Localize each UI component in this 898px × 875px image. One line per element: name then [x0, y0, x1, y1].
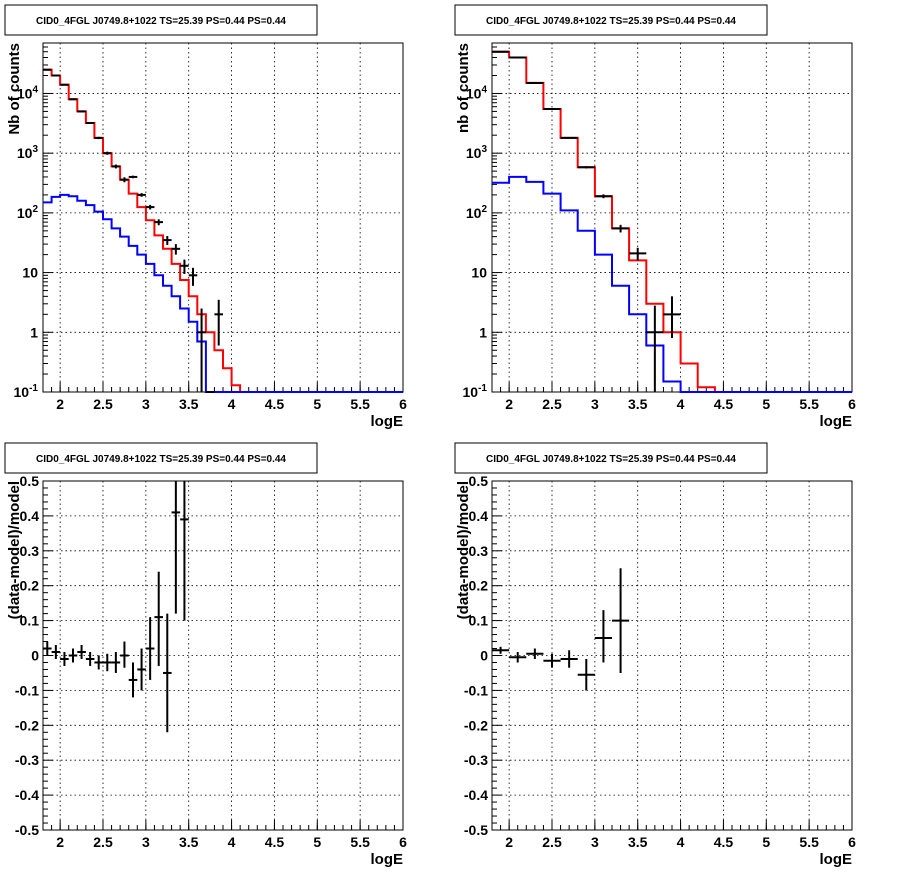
x-tick-label: 5 [762, 396, 770, 412]
y-tick-label: 1 [30, 324, 38, 340]
y-tick-label: 10 [471, 265, 487, 281]
y-tick-label: 0.3 [20, 543, 40, 559]
chart-panel-2: CID0_4FGL J0749.8+1022 TS=25.39 PS=0.44 … [454, 4, 856, 430]
x-tick-label: 2.5 [93, 396, 113, 412]
x-tick-label: 2 [505, 834, 513, 850]
y-axis-label: (data-model)/model [6, 481, 23, 619]
x-tick-label: 3 [142, 396, 150, 412]
model-step-line-total [43, 68, 403, 393]
y-tick-label: 10-1 [463, 383, 488, 400]
x-tick-label: 3.5 [628, 834, 648, 850]
x-tick-label: 4 [228, 834, 236, 850]
x-tick-label: 4.5 [714, 834, 734, 850]
x-tick-label: 5.5 [799, 834, 819, 850]
x-tick-label: 3.5 [179, 396, 199, 412]
chart-title: CID0_4FGL J0749.8+1022 TS=25.39 PS=0.44 … [36, 454, 286, 465]
model-step-line-total [492, 50, 852, 393]
x-tick-label: 4.5 [265, 396, 285, 412]
y-tick-label: -0.5 [15, 822, 39, 838]
x-tick-label: 6 [399, 396, 407, 412]
chart-panel-4: CID0_4FGL J0749.8+1022 TS=25.39 PS=0.44 … [454, 442, 856, 868]
chart-title: CID0_4FGL J0749.8+1022 TS=25.39 PS=0.44 … [486, 454, 736, 465]
x-tick-label: 2.5 [93, 834, 113, 850]
y-tick-label: -0.4 [464, 787, 488, 803]
chart-panel-3: CID0_4FGL J0749.8+1022 TS=25.39 PS=0.44 … [4, 442, 407, 868]
x-axis-label: logE [371, 413, 404, 430]
chart-title-box [4, 4, 318, 36]
y-axis-label: (data-model)/model [455, 481, 472, 619]
x-tick-label: 6 [848, 834, 856, 850]
y-tick-label: 0 [31, 648, 39, 664]
y-tick-label: 103 [466, 144, 488, 161]
chart-title-box [454, 4, 768, 36]
y-tick-label: 0.2 [20, 578, 40, 594]
x-tick-label: 2 [56, 834, 64, 850]
chart-title: CID0_4FGL J0749.8+1022 TS=25.39 PS=0.44 … [36, 16, 286, 27]
y-tick-label: 104 [17, 84, 39, 101]
y-tick-label: 104 [466, 84, 488, 101]
x-tick-label: 5 [313, 396, 321, 412]
y-tick-label: 0 [480, 648, 488, 664]
x-tick-label: 5.5 [350, 396, 370, 412]
y-tick-label: -0.2 [464, 717, 488, 733]
x-tick-label: 2.5 [542, 396, 562, 412]
x-tick-label: 3.5 [179, 834, 199, 850]
x-tick-label: 5 [762, 834, 770, 850]
y-tick-label: -0.2 [15, 717, 39, 733]
y-tick-label: -0.4 [15, 787, 39, 803]
x-tick-label: 2 [505, 396, 513, 412]
chart-title: CID0_4FGL J0749.8+1022 TS=25.39 PS=0.44 … [486, 16, 736, 27]
y-tick-label: 10-1 [14, 383, 39, 400]
x-tick-label: 6 [399, 834, 407, 850]
model-step-line-source [492, 175, 852, 393]
x-tick-label: 5.5 [350, 834, 370, 850]
x-axis-label: logE [820, 413, 853, 430]
y-tick-label: 103 [17, 144, 39, 161]
x-tick-label: 3.5 [628, 396, 648, 412]
y-axis-label: Nb of counts [6, 43, 23, 135]
y-axis-label: nb of counts [455, 43, 472, 133]
y-tick-label: -0.1 [15, 682, 39, 698]
x-tick-label: 4 [677, 834, 685, 850]
x-tick-label: 6 [848, 396, 856, 412]
y-tick-label: 102 [17, 204, 39, 221]
y-tick-label: 102 [466, 204, 488, 221]
y-tick-label: -0.1 [464, 682, 488, 698]
y-tick-label: 0.4 [469, 508, 489, 524]
y-tick-label: -0.5 [464, 822, 488, 838]
chart-title-box [454, 442, 768, 474]
x-tick-label: 2.5 [542, 834, 562, 850]
y-tick-label: 0.1 [469, 613, 489, 629]
chart-panel-1: CID0_4FGL J0749.8+1022 TS=25.39 PS=0.44 … [4, 4, 407, 430]
plot-frame [491, 42, 853, 393]
x-tick-label: 5.5 [799, 396, 819, 412]
x-tick-label: 3 [591, 396, 599, 412]
x-tick-label: 4.5 [265, 834, 285, 850]
chart-title-box [4, 442, 318, 474]
y-tick-label: -0.3 [464, 752, 488, 768]
y-tick-label: 0.1 [20, 613, 40, 629]
x-tick-label: 4.5 [714, 396, 734, 412]
x-tick-label: 5 [313, 834, 321, 850]
y-tick-label: 1 [479, 324, 487, 340]
model-step-line-source [43, 193, 403, 393]
y-tick-label: 0.3 [469, 543, 489, 559]
x-tick-label: 3 [591, 834, 599, 850]
y-tick-label: 0.5 [20, 473, 40, 489]
y-tick-label: 10 [22, 265, 38, 281]
x-axis-label: logE [371, 851, 404, 868]
plot-frame [491, 480, 853, 831]
y-tick-label: -0.3 [15, 752, 39, 768]
x-axis-label: logE [820, 851, 853, 868]
y-tick-label: 0.5 [469, 473, 489, 489]
x-tick-label: 3 [142, 834, 150, 850]
plot-frame [42, 42, 404, 393]
x-tick-label: 2 [56, 396, 64, 412]
y-tick-label: 0.2 [469, 578, 489, 594]
x-tick-label: 4 [677, 396, 685, 412]
y-tick-label: 0.4 [20, 508, 40, 524]
plot-frame [42, 480, 404, 831]
x-tick-label: 4 [228, 396, 236, 412]
